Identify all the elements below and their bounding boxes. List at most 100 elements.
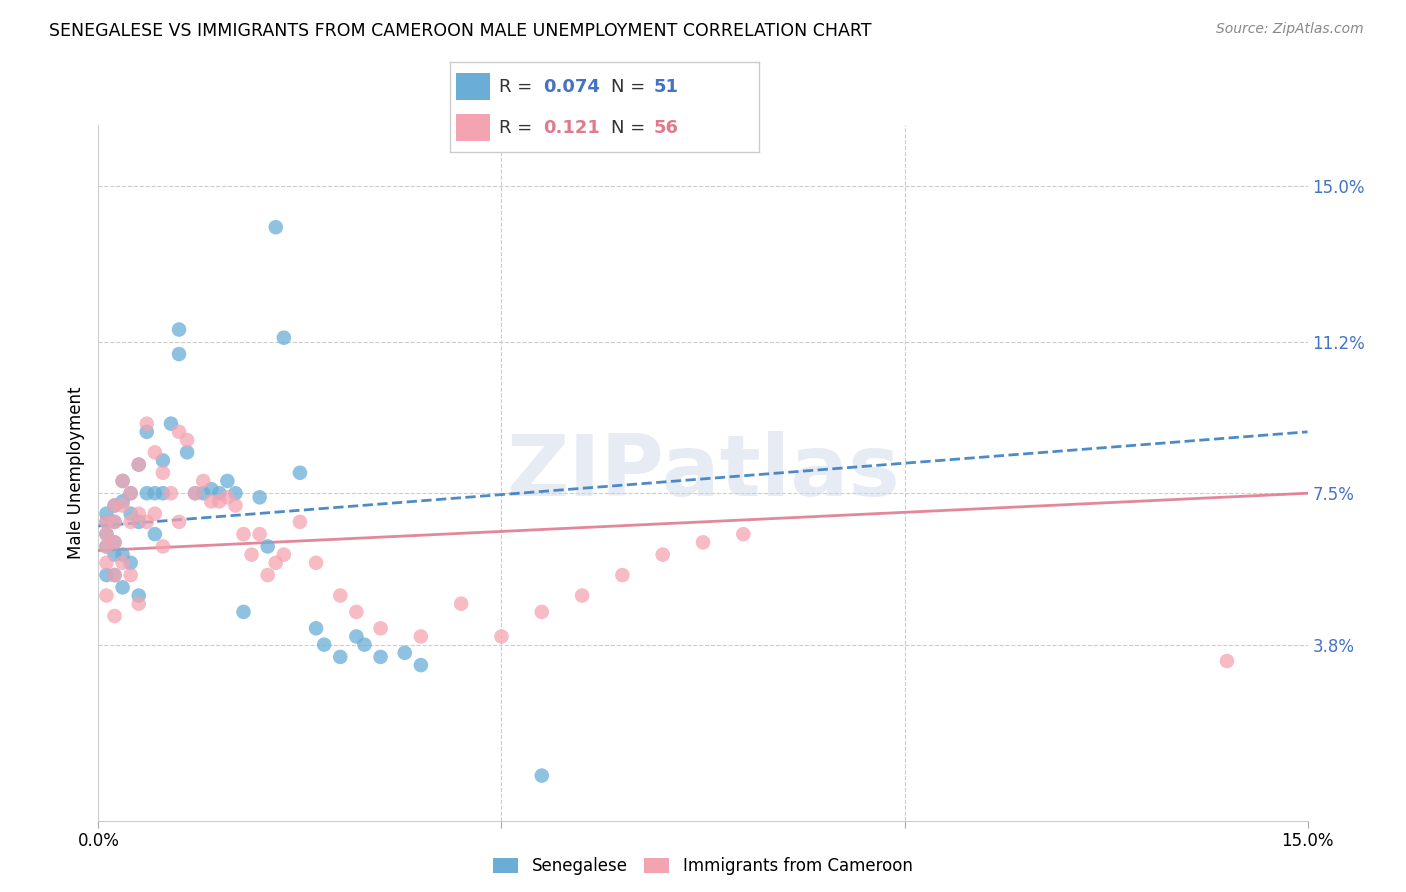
Point: [120, 568, 142, 582]
Text: SENEGALESE VS IMMIGRANTS FROM CAMEROON MALE UNEMPLOYMENT CORRELATION CHART: SENEGALESE VS IMMIGRANTS FROM CAMEROON M…: [49, 22, 872, 40]
Point: [103, 568, 125, 582]
Point: [370, 621, 392, 635]
Text: N =: N =: [610, 119, 651, 136]
Point: [111, 580, 134, 594]
Point: [612, 568, 634, 582]
Point: [344, 605, 367, 619]
Point: [167, 425, 190, 439]
Point: [305, 621, 328, 635]
Point: [128, 515, 150, 529]
Point: [176, 433, 198, 447]
Point: [176, 445, 198, 459]
Point: [152, 540, 174, 554]
Point: [96, 515, 118, 529]
Text: N =: N =: [610, 78, 651, 95]
Point: [96, 515, 118, 529]
Point: [128, 507, 150, 521]
Point: [143, 507, 166, 521]
Point: [152, 453, 174, 467]
Point: [111, 556, 134, 570]
Point: [264, 220, 287, 235]
Point: [491, 630, 513, 644]
Point: [152, 486, 174, 500]
Point: [314, 638, 336, 652]
Point: [1216, 654, 1239, 668]
Point: [103, 499, 125, 513]
Text: ZIPatlas: ZIPatlas: [506, 431, 900, 515]
Point: [120, 556, 142, 570]
Point: [96, 507, 118, 521]
Point: [120, 486, 142, 500]
Point: [167, 347, 190, 361]
Point: [135, 417, 157, 431]
Point: [409, 658, 432, 673]
Point: [249, 491, 271, 505]
Point: [240, 548, 263, 562]
Point: [224, 486, 246, 500]
Point: [143, 486, 166, 500]
Point: [120, 486, 142, 500]
Point: [217, 491, 239, 505]
Point: [273, 548, 295, 562]
Point: [264, 556, 287, 570]
Point: [135, 425, 157, 439]
Point: [450, 597, 472, 611]
Point: [96, 589, 118, 603]
Point: [128, 597, 150, 611]
Text: 56: 56: [654, 119, 679, 136]
Point: [200, 494, 222, 508]
Point: [217, 474, 239, 488]
Point: [135, 486, 157, 500]
Point: [135, 515, 157, 529]
Point: [160, 417, 183, 431]
Point: [96, 527, 118, 541]
Point: [692, 535, 714, 549]
Point: [96, 540, 118, 554]
Point: [103, 515, 125, 529]
Point: [530, 605, 553, 619]
Point: [184, 486, 207, 500]
Text: R =: R =: [499, 119, 538, 136]
Point: [103, 548, 125, 562]
Text: 51: 51: [654, 78, 679, 95]
Point: [249, 527, 271, 541]
Point: [128, 589, 150, 603]
Point: [353, 638, 375, 652]
Point: [200, 482, 222, 496]
Legend: Senegalese, Immigrants from Cameroon: Senegalese, Immigrants from Cameroon: [486, 851, 920, 882]
Point: [305, 556, 328, 570]
Point: [111, 474, 134, 488]
Point: [103, 568, 125, 582]
Point: [232, 605, 254, 619]
Point: [256, 568, 278, 582]
Point: [273, 331, 295, 345]
Text: Source: ZipAtlas.com: Source: ZipAtlas.com: [1216, 22, 1364, 37]
Text: R =: R =: [499, 78, 538, 95]
Point: [208, 486, 231, 500]
Point: [733, 527, 755, 541]
Point: [571, 589, 593, 603]
FancyBboxPatch shape: [456, 73, 491, 100]
Point: [256, 540, 278, 554]
Point: [120, 515, 142, 529]
Point: [111, 548, 134, 562]
Point: [651, 548, 673, 562]
Point: [143, 527, 166, 541]
Y-axis label: Male Unemployment: Male Unemployment: [66, 386, 84, 559]
Point: [329, 649, 352, 664]
Text: 0.074: 0.074: [543, 78, 599, 95]
Point: [103, 515, 125, 529]
Point: [329, 589, 352, 603]
Point: [111, 494, 134, 508]
Point: [103, 609, 125, 624]
Point: [111, 499, 134, 513]
Point: [96, 568, 118, 582]
Point: [96, 556, 118, 570]
Point: [128, 458, 150, 472]
Point: [530, 769, 553, 783]
Point: [208, 494, 231, 508]
Point: [103, 535, 125, 549]
FancyBboxPatch shape: [456, 114, 491, 141]
Point: [103, 499, 125, 513]
Point: [184, 486, 207, 500]
